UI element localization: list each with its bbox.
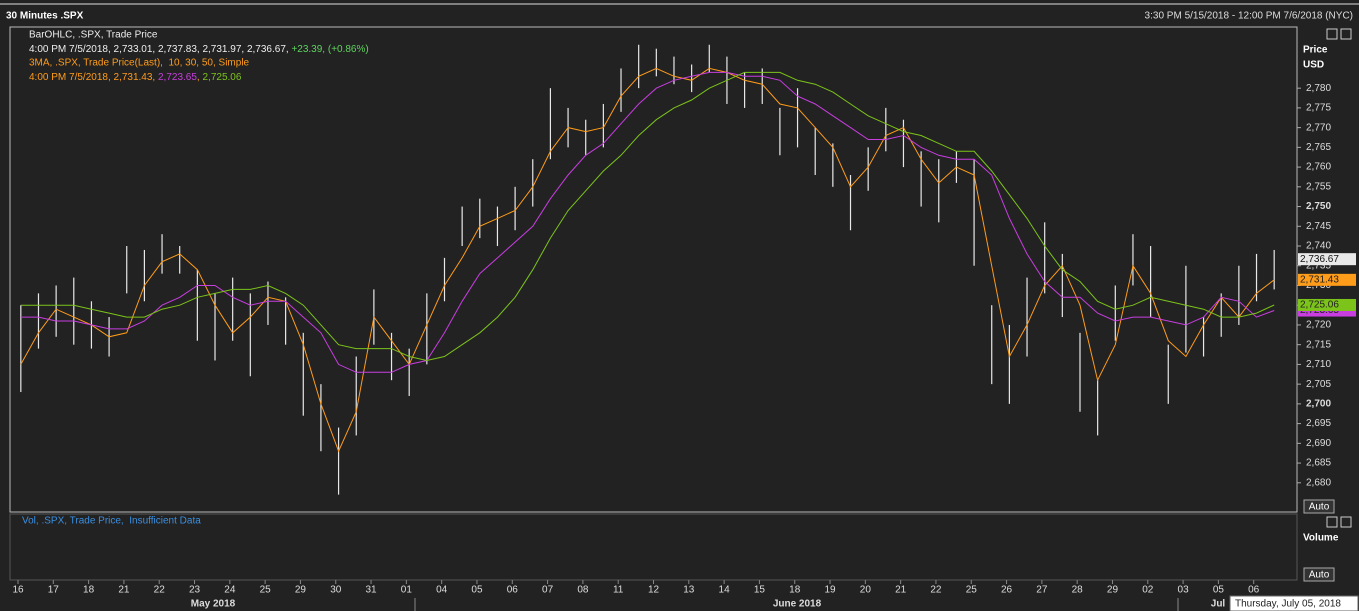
x-tick-label: 18 [789,585,801,596]
date-range: 3:30 PM 5/15/2018 - 12:00 PM 7/6/2018 (N… [1145,11,1353,22]
auto-label[interactable]: Auto [1309,570,1330,581]
x-tick-label: 29 [1107,585,1119,596]
y-tick-label: 2,755 [1306,181,1331,192]
x-tick-label: 30 [330,585,342,596]
axis-title: Price [1303,45,1328,56]
volume-legend: Vol, .SPX, Trade Price, Insufficient Dat… [22,516,201,527]
y-tick-label: 2,705 [1306,379,1331,390]
ma-value: 2,725.06 [202,72,241,83]
month-label: June 2018 [773,599,822,610]
x-tick-label: 05 [471,585,483,596]
price-pane [9,26,1298,513]
x-tick-label: 23 [189,585,201,596]
maximize-button[interactable] [1326,516,1338,528]
ma-value: , [197,72,203,83]
x-tick-label: 03 [1178,585,1190,596]
last-value-box [1298,253,1356,266]
x-tick-label: 15 [754,585,766,596]
moving-average [20,71,1275,373]
y-tick-label: 2,720 [1306,320,1331,331]
y-tick-label: 2,695 [1306,418,1331,429]
x-tick-label: 22 [930,585,942,596]
x-tick-label: 21 [895,585,907,596]
x-tick-label: 01 [401,585,413,596]
auto-label[interactable]: Auto [1309,502,1330,513]
x-tick-label: 08 [577,585,589,596]
y-tick-label: 2,765 [1306,142,1331,153]
x-tick-label: 07 [542,585,554,596]
ohlc-change: +23.39, (+0.86%) [291,44,368,55]
y-tick-label: 2,680 [1306,477,1331,488]
y-tick-label: 2,690 [1306,438,1331,449]
y-tick-label: 2,735 [1306,260,1331,271]
x-tick-label: 06 [507,585,519,596]
x-tick-label: 21 [118,585,130,596]
x-tick-label: 11 [613,585,624,596]
x-tick-label: 20 [860,585,872,596]
y-tick-label: 2,780 [1306,83,1331,94]
x-tick-label: 17 [48,585,60,596]
x-tick-label: 16 [12,585,24,596]
x-tick-label: 29 [295,585,307,596]
tooltip [1229,595,1359,611]
y-tick-label: 2,685 [1306,458,1331,469]
x-tick-label: 31 [365,585,377,596]
y-tick-label: 2,740 [1306,241,1331,252]
y-tick-label: 2,770 [1306,122,1331,133]
x-tick-label: 25 [966,585,978,596]
ma-values-line: 4:00 PM 7/5/2018, 2,731.43, 2,723.65, 2,… [29,72,242,83]
last-value-box [1298,273,1356,286]
moving-average [20,71,1275,362]
last-value-box [1298,298,1356,311]
close-button[interactable] [1340,516,1352,528]
ohlc-values: 4:00 PM 7/5/2018, 2,733.01, 2,737.83, 2,… [29,44,291,55]
last-value-label: 2,731.43 [1300,274,1339,285]
volume-title: Volume [1303,533,1339,544]
y-tick-label: 2,745 [1306,221,1331,232]
ma-value: 2,723.65 [158,72,197,83]
tooltip-text: Thursday, July 05, 2018 [1235,599,1341,610]
x-tick-label: 13 [683,585,695,596]
x-tick-label: 05 [1213,585,1225,596]
x-tick-label: 18 [83,585,95,596]
month-label: May 2018 [191,599,236,610]
y-tick-label: 2,750 [1306,201,1331,212]
ohlc-values-line: 4:00 PM 7/5/2018, 2,733.01, 2,737.83, 2,… [29,44,369,55]
x-tick-label: 22 [154,585,166,596]
auto-button[interactable] [1303,499,1335,514]
x-tick-label: 26 [1001,585,1013,596]
maximize-button[interactable] [1326,28,1338,40]
y-tick-label: 2,710 [1306,359,1331,370]
moving-average [20,67,1275,453]
month-label: Jul [1211,599,1226,610]
y-tick-label: 2,700 [1306,399,1331,410]
x-tick-label: 28 [1072,585,1084,596]
last-value-label: 2,725.06 [1300,300,1339,311]
x-tick-label: 25 [260,585,272,596]
axis-unit: USD [1303,60,1324,71]
x-tick-label: 12 [648,585,660,596]
ma-legend: 3MA, .SPX, Trade Price(Last), 10, 30, 50… [29,58,250,69]
x-tick-label: 19 [824,585,836,596]
volume-pane [9,513,1298,581]
y-tick-label: 2,775 [1306,103,1331,114]
x-tick-label: 02 [1142,585,1154,596]
ohlc-legend: BarOHLC, .SPX, Trade Price [29,30,158,41]
x-tick-label: 06 [1248,585,1260,596]
x-tick-label: 27 [1036,585,1048,596]
x-tick-label: 04 [436,585,448,596]
auto-button[interactable] [1303,567,1335,582]
window-title: 30 Minutes .SPX [6,11,84,22]
x-tick-label: 24 [224,585,236,596]
close-button[interactable] [1340,28,1352,40]
x-tick-label: 14 [719,585,731,596]
last-value-label: 2,736.67 [1300,254,1339,265]
y-tick-label: 2,715 [1306,339,1331,350]
y-tick-label: 2,760 [1306,162,1331,173]
ma-value: 4:00 PM 7/5/2018, 2,731.43, [29,72,158,83]
